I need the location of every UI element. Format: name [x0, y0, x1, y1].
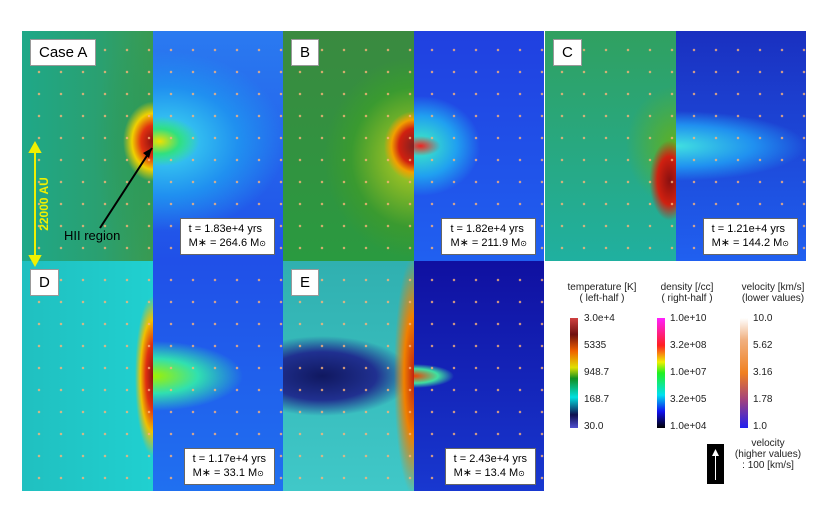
hii-region-label: HII region — [64, 228, 121, 243]
panel-c: C t = 1.21e+4 yrs M∗ = 144.2 M⊙ — [545, 31, 806, 261]
tick: 1.0e+10 — [670, 313, 707, 324]
tick: 3.2e+05 — [670, 394, 707, 405]
panel-label: C — [553, 39, 582, 66]
time-text: t = 1.83e+4 yrs — [188, 223, 263, 235]
velocity-legend-title: velocity [km/s] (lower values) — [741, 282, 805, 304]
mass-text: M∗ = 13.4 M⊙ — [453, 467, 525, 479]
tick: 1.0 — [753, 421, 767, 432]
density-legend-title: density [/cc]( right-half ) — [660, 282, 714, 304]
time-text: t = 1.82e+4 yrs — [450, 223, 524, 235]
tick: 948.7 — [584, 367, 610, 378]
time-text: t = 2.43e+4 yrs — [453, 453, 527, 465]
scale-arrow — [28, 140, 42, 268]
tick: 5.62 — [753, 340, 773, 351]
temperature-legend-title: temperature [K]( left-half ) — [567, 282, 637, 304]
panel-label: E — [291, 269, 320, 296]
density-colorbar — [657, 318, 665, 428]
velocity-high-legend: velocity (higher values): 100 [km/s] — [734, 438, 802, 471]
panel-a: Case A t = 1.83e+4 yrs M∗ = 264.6 M⊙ — [22, 31, 283, 261]
tick: 5335 — [584, 340, 607, 351]
velocity-colorbar — [740, 318, 748, 428]
tick: 3.16 — [753, 367, 773, 378]
velocity-arrow-key — [707, 444, 724, 484]
panel-label: B — [291, 39, 320, 66]
info-box: t = 2.43e+4 yrs M∗ = 13.4 M⊙ — [444, 448, 536, 485]
panel-e: E t = 2.43e+4 yrs M∗ = 13.4 M⊙ — [283, 261, 544, 491]
time-text: t = 1.21e+4 yrs — [711, 223, 786, 235]
info-box: t = 1.83e+4 yrs M∗ = 264.6 M⊙ — [179, 218, 275, 255]
hii-pointer-arrow — [99, 147, 153, 229]
info-box: t = 1.82e+4 yrs M∗ = 211.9 M⊙ — [441, 218, 536, 255]
mass-text: M∗ = 144.2 M⊙ — [711, 237, 789, 249]
time-text: t = 1.17e+4 yrs — [192, 453, 266, 465]
tick: 1.0e+04 — [670, 421, 707, 432]
panel-label: Case A — [30, 39, 97, 66]
tick: 1.78 — [753, 394, 773, 405]
mass-text: M∗ = 211.9 M⊙ — [450, 237, 527, 249]
scale-label: 22000 AU — [37, 177, 51, 231]
tick: 10.0 — [753, 313, 773, 324]
mass-text: M∗ = 264.6 M⊙ — [188, 237, 266, 249]
tick: 3.2e+08 — [670, 340, 707, 351]
tick: 30.0 — [584, 421, 604, 432]
tick: 3.0e+4 — [584, 313, 615, 324]
up-arrow-icon — [712, 449, 719, 480]
panel-b: B t = 1.82e+4 yrs M∗ = 211.9 M⊙ — [283, 31, 544, 261]
info-box: t = 1.17e+4 yrs M∗ = 33.1 M⊙ — [183, 448, 275, 485]
panel-d: D t = 1.17e+4 yrs M∗ = 33.1 M⊙ — [22, 261, 283, 491]
info-box: t = 1.21e+4 yrs M∗ = 144.2 M⊙ — [702, 218, 798, 255]
tick: 168.7 — [584, 394, 610, 405]
mass-text: M∗ = 33.1 M⊙ — [192, 467, 264, 479]
panel-label: D — [30, 269, 59, 296]
temperature-colorbar — [570, 318, 578, 428]
arrow-head-icon — [143, 148, 152, 158]
tick: 1.0e+07 — [670, 367, 707, 378]
